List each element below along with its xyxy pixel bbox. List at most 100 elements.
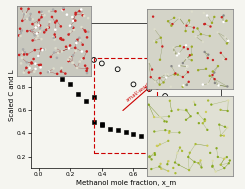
Point <box>221 58 225 61</box>
Point <box>163 129 167 132</box>
Point <box>222 167 226 170</box>
Point <box>158 116 162 119</box>
Point <box>84 30 88 33</box>
Point <box>186 65 190 68</box>
Point <box>47 26 51 29</box>
Point <box>81 12 85 15</box>
Point <box>184 24 188 27</box>
Point <box>65 13 69 16</box>
Point <box>222 14 226 17</box>
Point <box>80 26 84 29</box>
Point <box>219 134 223 137</box>
Point <box>153 81 157 84</box>
Point <box>74 41 78 44</box>
Point <box>184 108 188 111</box>
Point <box>211 59 215 62</box>
Point <box>68 83 72 86</box>
Point <box>166 73 170 76</box>
Point <box>177 52 181 55</box>
Point <box>163 140 167 143</box>
Point <box>37 24 41 27</box>
Point <box>83 29 87 32</box>
Point <box>28 67 32 70</box>
Point <box>226 39 230 42</box>
Point <box>226 99 230 102</box>
Point <box>186 71 190 74</box>
Point <box>152 152 156 155</box>
Point <box>212 71 216 74</box>
Point <box>81 43 85 46</box>
Point <box>47 70 51 73</box>
Point <box>42 31 46 34</box>
Point <box>68 62 72 65</box>
Point <box>164 76 168 79</box>
Point <box>195 136 199 139</box>
Point <box>56 51 60 54</box>
Point <box>81 14 85 17</box>
Point <box>28 18 32 21</box>
Point <box>164 73 168 76</box>
Point <box>197 122 201 125</box>
Point <box>77 36 81 39</box>
Point <box>83 64 87 67</box>
Point <box>39 72 43 75</box>
Point <box>71 26 75 29</box>
Point <box>165 163 169 166</box>
Point <box>35 32 39 35</box>
Point <box>208 25 212 28</box>
Point <box>92 96 96 99</box>
Point <box>21 48 25 51</box>
Point <box>184 109 188 112</box>
Point <box>166 170 170 173</box>
Point <box>84 99 88 102</box>
Point <box>211 159 215 162</box>
Point <box>196 27 199 30</box>
Point <box>191 30 195 33</box>
Point <box>200 166 204 169</box>
Point <box>189 115 193 118</box>
Point <box>216 31 220 34</box>
Point <box>29 12 33 15</box>
Point <box>17 34 21 37</box>
Point <box>165 120 169 123</box>
Point <box>192 100 196 103</box>
Point <box>85 69 88 72</box>
Point <box>32 70 36 73</box>
Point <box>158 77 161 80</box>
Bar <box>94 58 157 153</box>
Point <box>153 152 157 155</box>
Point <box>38 24 42 27</box>
Point <box>225 19 229 22</box>
Point <box>70 26 74 29</box>
Point <box>82 15 86 18</box>
Point <box>179 139 183 142</box>
Point <box>43 48 47 51</box>
Point <box>53 33 57 36</box>
Point <box>209 103 213 106</box>
Point <box>186 47 190 50</box>
Point <box>51 8 55 11</box>
Point <box>182 84 185 87</box>
Point <box>67 33 71 36</box>
Point <box>54 47 58 50</box>
Point <box>37 18 41 21</box>
Point <box>228 159 232 162</box>
Point <box>173 72 177 75</box>
Point <box>186 155 190 158</box>
Point <box>170 65 173 68</box>
Point <box>150 158 154 161</box>
Point <box>38 26 42 29</box>
Point <box>178 146 182 149</box>
Point <box>162 120 166 123</box>
Point <box>100 124 104 127</box>
Point <box>185 57 189 60</box>
Point <box>151 15 155 18</box>
Point <box>202 23 206 26</box>
Point <box>74 40 78 43</box>
Point <box>206 82 210 85</box>
Point <box>132 83 135 86</box>
Point <box>19 7 23 10</box>
Point <box>25 30 29 33</box>
Point <box>203 119 207 122</box>
Point <box>155 85 159 88</box>
